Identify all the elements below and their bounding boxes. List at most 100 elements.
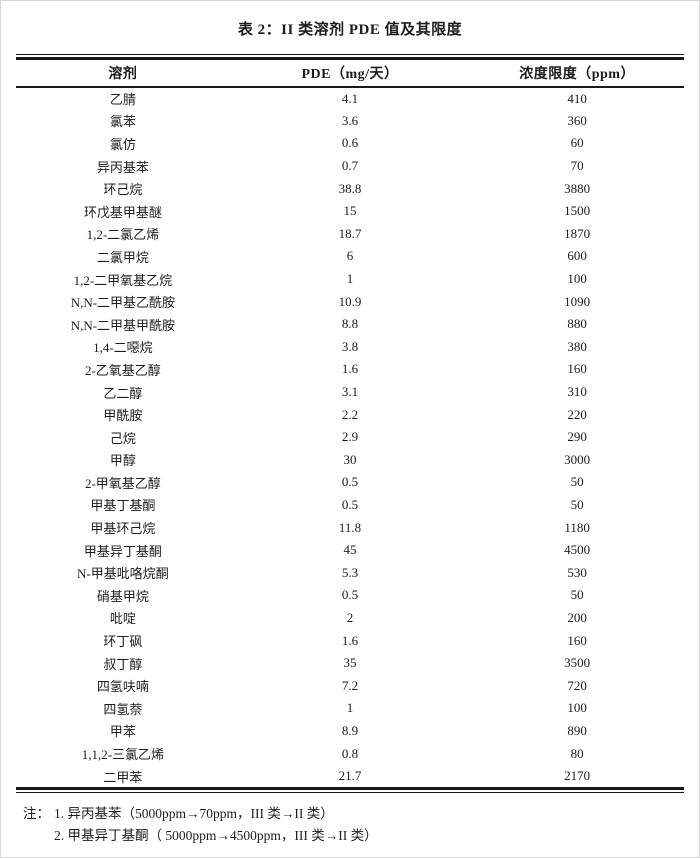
table-row: 环戊基甲基醚 15 1500 bbox=[16, 200, 684, 223]
limit-value: 70 bbox=[570, 158, 584, 174]
pde-value: 1 bbox=[346, 700, 354, 716]
table-title: 表 2：II 类溶剂 PDE 值及其限度 bbox=[237, 22, 463, 38]
table-row: 甲苯 8.9 890 bbox=[16, 720, 684, 743]
pde-value: 5.3 bbox=[341, 564, 359, 580]
pde-value: 35 bbox=[343, 655, 357, 671]
table-row: 叔丁醇 35 3500 bbox=[16, 652, 684, 675]
limit-value: 220 bbox=[567, 406, 587, 422]
pde-value: 3.8 bbox=[341, 338, 359, 354]
pde-value: 2.9 bbox=[341, 429, 359, 445]
table-row: 乙腈 4.1 410 bbox=[16, 87, 684, 110]
pde-value: 3.1 bbox=[341, 384, 359, 400]
table-row: 乙二醇 3.1 310 bbox=[16, 381, 684, 404]
limit-value: 880 bbox=[567, 316, 587, 332]
table-row: N-甲基吡咯烷酮 5.3 530 bbox=[16, 561, 684, 584]
limit-value: 310 bbox=[567, 384, 587, 400]
solvent-name: 2-甲氧基乙醇 bbox=[84, 475, 161, 491]
pde-value: 15 bbox=[343, 203, 357, 219]
pde-value: 10.9 bbox=[338, 293, 362, 309]
table-row: N,N-二甲基甲酰胺 8.8 880 bbox=[16, 313, 684, 336]
solvent-name: 甲酰胺 bbox=[103, 408, 143, 424]
pde-value: 0.8 bbox=[341, 745, 359, 761]
table-row: 甲醇 30 3000 bbox=[16, 449, 684, 472]
table-row: 1,1,2-三氯乙烯 0.8 80 bbox=[16, 742, 684, 765]
table-row: 甲基环己烷 11.8 1180 bbox=[16, 516, 684, 539]
pde-table: 溶剂 PDE（mg/天） 浓度限度（ppm） 乙腈 4.1 410 氯苯 3.6 360 氯… bbox=[16, 60, 684, 787]
limit-value: 890 bbox=[567, 722, 587, 738]
solvent-name: 吡啶 bbox=[109, 611, 136, 627]
solvent-name: 四氢萘 bbox=[103, 701, 143, 717]
limit-value: 200 bbox=[567, 609, 587, 625]
solvent-name: 甲基环己烷 bbox=[90, 521, 156, 537]
table-row: 二甲苯 21.7 2170 bbox=[16, 765, 684, 788]
table-row: 氯仿 0.6 60 bbox=[16, 132, 684, 155]
table-row: 2-乙氧基乙醇 1.6 160 bbox=[16, 358, 684, 381]
table-bottom-rule bbox=[16, 787, 684, 794]
solvent-name: 甲基丁基酮 bbox=[90, 498, 156, 514]
pde-value: 21.7 bbox=[338, 768, 362, 784]
table-row: 2-甲氧基乙醇 0.5 50 bbox=[16, 471, 684, 494]
pde-value: 1 bbox=[346, 271, 354, 287]
table-row: 二氯甲烷 6 600 bbox=[16, 245, 684, 268]
table-row: 氯苯 3.6 360 bbox=[16, 110, 684, 133]
solvent-name: 环戊基甲基醚 bbox=[83, 204, 162, 220]
table-row: 吡啶 2 200 bbox=[16, 607, 684, 630]
solvent-table: 溶剂 PDE（mg/天） 浓度限度（ppm） 乙腈 4.1 410 氯苯 3.6 360 氯… bbox=[16, 54, 684, 794]
solvent-name: 甲醇 bbox=[109, 453, 136, 469]
table-row: N,N-二甲基乙酰胺 10.9 1090 bbox=[16, 290, 684, 313]
table-top-rule bbox=[16, 54, 684, 60]
note-item-1: 1. 异丙基苯（5000ppm→70ppm，III 类→II 类） bbox=[54, 806, 334, 822]
column-header-limit: 浓度限度（ppm） bbox=[470, 60, 684, 88]
solvent-name: 环丁砜 bbox=[103, 634, 143, 650]
table-row: 环丁砜 1.6 160 bbox=[16, 629, 684, 652]
limit-value: 160 bbox=[567, 361, 587, 377]
pde-value: 0.6 bbox=[341, 135, 359, 151]
limit-value: 160 bbox=[567, 632, 587, 648]
solvent-name: 四氢呋喃 bbox=[96, 679, 149, 695]
limit-value: 1870 bbox=[564, 225, 591, 241]
solvent-name: 环己烷 bbox=[103, 182, 143, 198]
note-line-2: 2. 甲基异丁基酮（ 5000ppm→4500ppm，III 类→II 类） bbox=[23, 825, 684, 847]
table-row: 1,2-二甲氧基乙烷 1 100 bbox=[16, 268, 684, 291]
pde-value: 0.5 bbox=[341, 474, 359, 490]
solvent-name: 1,2-二甲氧基乙烷 bbox=[73, 272, 173, 288]
solvent-name: 2-乙氧基乙醇 bbox=[84, 362, 161, 378]
solvent-name: 乙腈 bbox=[109, 92, 136, 108]
limit-value: 80 bbox=[570, 745, 584, 761]
table-row: 1,4-二噁烷 3.8 380 bbox=[16, 336, 684, 359]
pde-value: 45 bbox=[343, 542, 357, 558]
note-item-2: 2. 甲基异丁基酮（ 5000ppm→4500ppm，III 类→II 类） bbox=[54, 828, 378, 844]
solvent-name: 氯仿 bbox=[109, 136, 136, 152]
solvent-name: 异丙基苯 bbox=[96, 159, 149, 175]
solvent-name: 二甲苯 bbox=[103, 769, 143, 785]
limit-value: 4500 bbox=[564, 542, 591, 558]
note-line-1: 注： 1. 异丙基苯（5000ppm→70ppm，III 类→II 类） bbox=[23, 803, 684, 825]
solvent-name: N-甲基吡咯烷酮 bbox=[77, 566, 169, 582]
solvent-name: 氯苯 bbox=[109, 114, 136, 130]
pde-value: 0.7 bbox=[341, 158, 359, 174]
solvent-name: 二氯甲烷 bbox=[96, 249, 149, 265]
notes-label: 注： bbox=[23, 806, 50, 822]
table-row: 环己烷 38.8 3880 bbox=[16, 177, 684, 200]
limit-value: 3000 bbox=[564, 451, 591, 467]
limit-value: 360 bbox=[567, 112, 587, 128]
limit-value: 50 bbox=[570, 474, 584, 490]
limit-value: 1500 bbox=[564, 203, 591, 219]
limit-value: 3500 bbox=[564, 655, 591, 671]
column-header-solvent: 溶剂 bbox=[16, 60, 230, 88]
pde-value: 1.6 bbox=[341, 632, 359, 648]
solvent-name: 叔丁醇 bbox=[103, 656, 143, 672]
pde-value: 7.2 bbox=[341, 677, 359, 693]
table-row: 甲基异丁基酮 45 4500 bbox=[16, 539, 684, 562]
limit-value: 2170 bbox=[564, 768, 591, 784]
notes-section: 注： 1. 异丙基苯（5000ppm→70ppm，III 类→II 类） 2. 甲… bbox=[23, 803, 684, 847]
column-header-pde: PDE（mg/天） bbox=[229, 60, 471, 88]
pde-value: 30 bbox=[343, 451, 357, 467]
table-row: 甲基丁基酮 0.5 50 bbox=[16, 494, 684, 517]
solvent-name: 己烷 bbox=[109, 430, 136, 446]
pde-value: 38.8 bbox=[338, 180, 362, 196]
limit-value: 410 bbox=[567, 90, 587, 106]
limit-value: 1180 bbox=[564, 519, 590, 535]
limit-value: 290 bbox=[567, 429, 587, 445]
